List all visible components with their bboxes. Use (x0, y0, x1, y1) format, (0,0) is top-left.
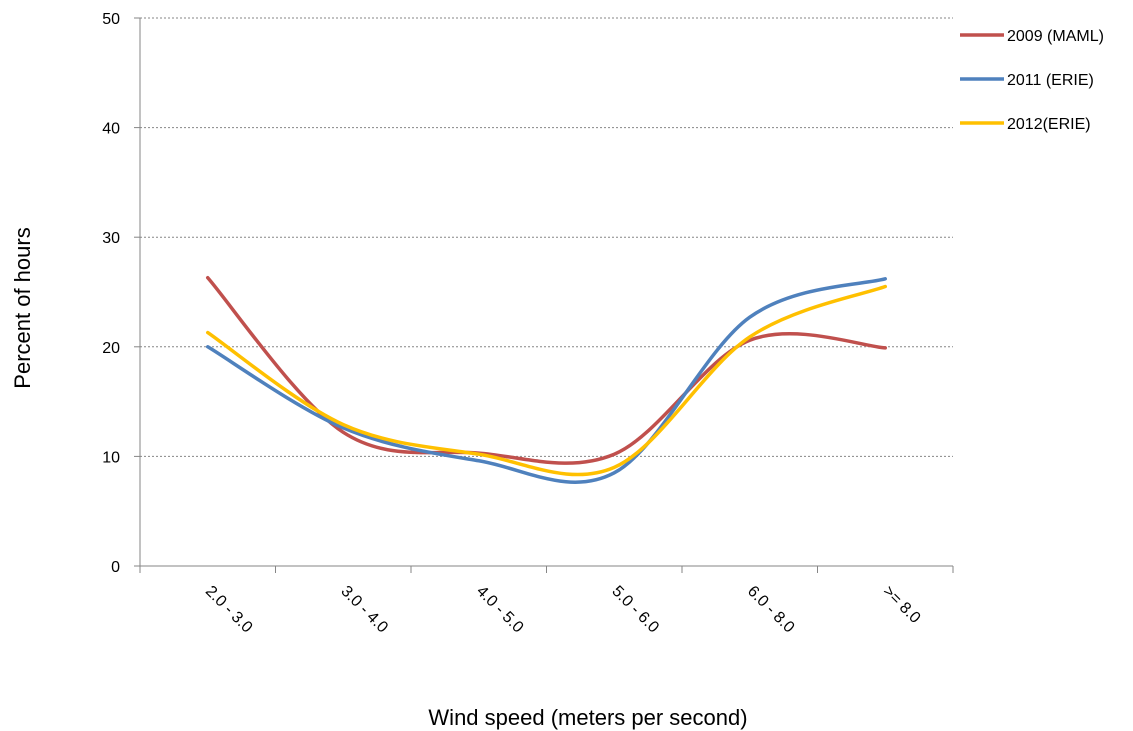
legend-label: 2011 (ERIE) (1007, 72, 1094, 89)
gridlines (140, 17, 953, 457)
y-tick-label: 0 (111, 559, 120, 576)
y-tick-label: 20 (102, 340, 120, 357)
y-tick-label: 50 (102, 11, 120, 28)
x-tick-label: 2.0 - 3.0 (202, 583, 256, 637)
legend-label: 2009 (MAML) (1007, 28, 1104, 45)
x-tick-label: 3.0 - 4.0 (337, 583, 391, 637)
x-tick-labels: 2.0 - 3.0 3.0 - 4.0 4.0 - 5.0 5.0 - 6.0 6.0 … (202, 583, 924, 637)
x-axis-title: Wind speed (meters per second) (428, 705, 747, 730)
series-line-1 (206, 277, 887, 484)
series-line-0 (206, 276, 887, 465)
y-tick-label: 10 (102, 449, 120, 466)
series-lines (206, 276, 887, 484)
y-tick-label: 40 (102, 121, 120, 138)
x-tick-label: 4.0 - 5.0 (473, 583, 527, 637)
x-tick-label: 6.0 - 8.0 (744, 583, 798, 637)
legend: 2009 (MAML) 2011 (ERIE) 2012(ERIE) (960, 28, 1104, 133)
y-tick-label: 30 (102, 230, 120, 247)
x-tick-label: 5.0 - 6.0 (608, 583, 662, 637)
legend-label: 2012(ERIE) (1007, 116, 1091, 133)
x-tick-label: >= 8.0 (879, 583, 923, 627)
series-line-2 (206, 284, 887, 477)
y-axis-title: Percent of hours (10, 227, 35, 388)
y-tick-labels: 0 10 20 30 40 50 (102, 11, 120, 576)
axes (134, 17, 954, 573)
